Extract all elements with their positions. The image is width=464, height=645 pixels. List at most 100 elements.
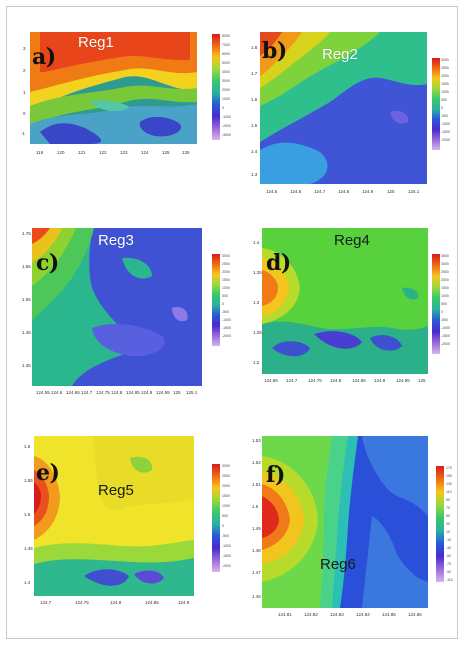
- colorbar-c: [212, 254, 220, 346]
- map-e: [34, 436, 194, 596]
- y-tick-label: 1.2: [253, 360, 260, 365]
- y-tick-label: 1.45: [24, 546, 33, 551]
- y-tick-label: 1.4: [251, 149, 258, 154]
- y-tick-label: 1.46: [252, 594, 261, 599]
- x-tick-label: 124.7: [286, 378, 298, 383]
- x-tick-label: 124.65: [264, 378, 278, 383]
- map-c: [32, 228, 202, 386]
- x-tick-label: 124.6: [290, 189, 302, 194]
- colorbar-d: [432, 254, 440, 354]
- map-d: [262, 228, 428, 374]
- x-tick-label: 119: [36, 150, 44, 155]
- y-tick-label: 1.52: [252, 460, 261, 465]
- x-tick-label: 125: [162, 150, 170, 155]
- y-tick-label: 1.6: [24, 444, 31, 449]
- y-tick-label: 3: [23, 46, 26, 51]
- x-tick-label: 124.5: [266, 189, 278, 194]
- region-label-d: Reg4: [334, 232, 370, 249]
- y-tick-label: 2: [23, 68, 26, 73]
- map-b: [260, 32, 427, 184]
- colorbar-a: [212, 34, 220, 140]
- x-tick-label: 122: [99, 150, 107, 155]
- x-tick-label: 124.82: [304, 612, 318, 617]
- y-tick-label: 1.25: [253, 330, 262, 335]
- x-tick-label: 124.7: [81, 390, 93, 395]
- map-a: [30, 32, 197, 144]
- x-tick-label: 120: [57, 150, 65, 155]
- y-tick-label: 1: [23, 90, 26, 95]
- x-tick-label: 124.6: [51, 390, 63, 395]
- x-tick-label: 124.9: [374, 378, 386, 383]
- x-tick-label: 124.75: [96, 390, 110, 395]
- x-tick-label: 125.1: [408, 189, 420, 194]
- x-tick-label: 124.7: [40, 600, 52, 605]
- y-tick-label: 1.35: [253, 270, 262, 275]
- x-tick-label: 124.83: [330, 612, 344, 617]
- figure-frame: [6, 6, 458, 639]
- x-tick-label: 124.9: [141, 390, 153, 395]
- x-tick-label: 124.9: [362, 189, 374, 194]
- region-label-a: Reg1: [78, 34, 114, 51]
- map-f: [262, 436, 428, 608]
- y-tick-label: 1.53: [252, 438, 261, 443]
- x-tick-label: 124.55: [36, 390, 50, 395]
- x-tick-label: 124.9: [178, 600, 190, 605]
- x-tick-label: 124.8: [338, 189, 350, 194]
- x-tick-label: 121: [78, 150, 86, 155]
- x-tick-label: 125: [173, 390, 181, 395]
- x-tick-label: 124.81: [278, 612, 292, 617]
- y-tick-label: -1: [21, 131, 26, 136]
- y-tick-label: 1.6: [251, 97, 258, 102]
- y-tick-label: 1.55: [24, 478, 33, 483]
- y-tick-label: 1.49: [252, 526, 261, 531]
- colorbar-e: [212, 464, 220, 572]
- region-label-b: Reg2: [322, 46, 358, 63]
- panel-letter-f: f): [266, 462, 285, 488]
- y-tick-label: 1.4: [24, 580, 31, 585]
- y-tick-label: 1.4: [253, 240, 260, 245]
- x-tick-label: 124.8: [110, 600, 122, 605]
- panel-letter-b: b): [262, 38, 287, 64]
- y-tick-label: 1.75: [22, 231, 31, 236]
- x-tick-label: 124.85: [126, 390, 140, 395]
- y-tick-label: 1.48: [252, 548, 261, 553]
- x-tick-label: 124.85: [352, 378, 366, 383]
- colorbar-b: [432, 58, 440, 150]
- panel-letter-e: e): [36, 460, 60, 486]
- panel-letter-a: a): [32, 44, 56, 70]
- y-tick-label: 1.65: [22, 264, 31, 269]
- y-tick-label: 1.47: [252, 570, 261, 575]
- y-tick-label: 1.35: [22, 363, 31, 368]
- region-label-f: Reg6: [320, 556, 356, 573]
- colorbar-f: [436, 466, 444, 582]
- x-tick-label: 125.1: [186, 390, 198, 395]
- x-tick-label: 124.95: [396, 378, 410, 383]
- y-tick-label: 1.7: [251, 71, 258, 76]
- y-tick-label: 1.55: [22, 297, 31, 302]
- x-tick-label: 124.75: [75, 600, 89, 605]
- y-tick-label: 0: [23, 111, 26, 116]
- y-tick-label: 1.5: [251, 123, 258, 128]
- y-tick-label: 1.5: [24, 512, 31, 517]
- y-tick-label: 1.51: [252, 482, 261, 487]
- x-tick-label: 124.86: [408, 612, 422, 617]
- y-tick-label: 1.8: [251, 45, 258, 50]
- x-tick-label: 126: [182, 150, 190, 155]
- x-tick-label: 125: [418, 378, 426, 383]
- x-tick-label: 124.84: [356, 612, 370, 617]
- x-tick-label: 124.95: [156, 390, 170, 395]
- x-tick-label: 124.85: [145, 600, 159, 605]
- x-tick-label: 124: [141, 150, 149, 155]
- y-tick-label: 1.3: [253, 300, 260, 305]
- x-tick-label: 124.8: [111, 390, 123, 395]
- region-label-e: Reg5: [98, 482, 134, 499]
- x-tick-label: 124.7: [314, 189, 326, 194]
- region-label-c: Reg3: [98, 232, 134, 249]
- x-tick-label: 125: [387, 189, 395, 194]
- y-tick-label: 1.5: [252, 504, 259, 509]
- y-tick-label: 1.3: [251, 172, 258, 177]
- panel-letter-d: d): [266, 250, 291, 276]
- x-tick-label: 124.8: [330, 378, 342, 383]
- x-tick-label: 124.85: [382, 612, 396, 617]
- y-tick-label: 1.45: [22, 330, 31, 335]
